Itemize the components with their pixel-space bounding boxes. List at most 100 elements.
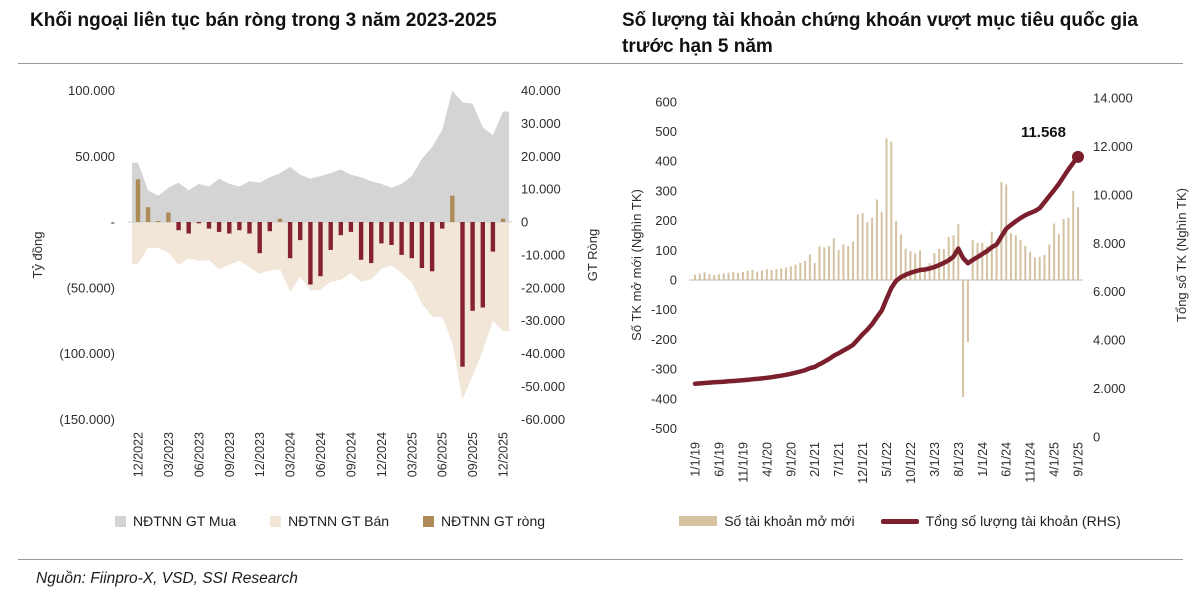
svg-text:12.000: 12.000 [1093,139,1133,154]
legend-item-total-accounts: Tổng số lượng tài khoản (RHS) [880,513,1121,529]
svg-text:4.000: 4.000 [1093,333,1126,348]
svg-text:8/1/23: 8/1/23 [952,442,966,477]
buy-sell-areas [132,90,510,400]
footer-divider [18,559,1183,560]
left-chart-canvas: 100.000 50.000 - (50.000) (100.000) (150.000)… [30,83,600,477]
svg-text:12/2024: 12/2024 [375,432,389,477]
svg-text:-300: -300 [651,362,677,377]
right-chart-canvas: 11.568 600 500 400 300 200 100 0 -100 -200 -300 -40… [629,91,1189,484]
svg-text:10.000: 10.000 [1093,187,1133,202]
left-y-axis-labels: 100.000 50.000 - (50.000) (100.000) (150.000) [59,83,115,427]
svg-text:-400: -400 [651,391,677,406]
svg-text:2.000: 2.000 [1093,381,1126,396]
x-axis-labels: 12/2022 03/2023 06/2023 09/2023 12/2023 03/20… [132,432,511,477]
legend-label-gt-mua: NĐTNN GT Mua [132,513,237,529]
right-y-axis-labels: 40.000 30.000 20.000 10.000 0 -10.000 -20.000 -… [521,83,565,427]
new-accounts-swatch-icon [679,516,718,526]
new-accounts-bars [694,138,1079,397]
buy-area [132,90,510,222]
svg-text:09/2023: 09/2023 [223,432,237,477]
legend-item-gt-ban: NĐTNN GT Bán [270,513,389,529]
svg-text:09/2025: 09/2025 [466,432,480,477]
svg-text:09/2024: 09/2024 [344,432,358,477]
svg-text:300: 300 [655,183,677,198]
svg-text:30.000: 30.000 [521,116,561,131]
right-y-axis-title: Tổng số TK (Nghìn TK) [1174,188,1189,322]
svg-text:0: 0 [670,273,677,288]
svg-text:03/2023: 03/2023 [162,432,176,477]
net-bars [135,179,506,367]
svg-text:20.000: 20.000 [521,149,561,164]
svg-text:06/2023: 06/2023 [192,432,206,477]
svg-text:6.000: 6.000 [1093,284,1126,299]
svg-text:1/1/19: 1/1/19 [689,442,703,477]
svg-text:11/1/19: 11/1/19 [736,442,750,483]
right-y-axis-labels: 14.000 12.000 10.000 8.000 6.000 4.000 2.000 0 [1093,91,1133,445]
svg-text:7/1/21: 7/1/21 [832,442,846,477]
svg-text:10.000: 10.000 [521,182,561,197]
svg-text:600: 600 [655,94,677,109]
svg-text:4/1/20: 4/1/20 [760,442,774,477]
source-note: Nguồn: Fiinpro-X, VSD, SSI Research [36,570,298,587]
svg-text:10/1/22: 10/1/22 [904,442,918,484]
right-y-axis-title: GT Ròng [585,229,600,282]
gt-ban-swatch-icon [270,515,282,527]
svg-text:1/1/24: 1/1/24 [976,442,990,477]
svg-text:03/2025: 03/2025 [405,432,419,477]
legend-label-new-accounts: Số tài khoản mở mới [724,513,855,529]
svg-text:-10.000: -10.000 [521,247,565,262]
legend-item-gt-rong: NĐTNN GT ròng [423,513,545,529]
svg-text:06/2025: 06/2025 [436,432,450,477]
svg-text:8.000: 8.000 [1093,236,1126,251]
legend-label-gt-rong: NĐTNN GT ròng [441,513,546,529]
svg-text:(100.000): (100.000) [59,346,115,361]
svg-text:-200: -200 [651,332,677,347]
svg-text:12/2023: 12/2023 [253,432,267,477]
x-axis-labels: 1/1/19 6/1/19 11/1/19 4/1/20 9/1/20 2/1/21 7/1… [689,442,1086,484]
title-divider [18,63,1183,64]
svg-text:12/1/21: 12/1/21 [856,442,870,484]
svg-text:200: 200 [655,213,677,228]
svg-text:4/1/25: 4/1/25 [1048,442,1062,477]
line-end-annotation: 11.568 [1021,124,1066,141]
svg-text:9/1/25: 9/1/25 [1072,442,1086,477]
svg-text:6/1/24: 6/1/24 [1000,442,1014,477]
svg-text:(150.000): (150.000) [59,412,115,427]
svg-text:14.000: 14.000 [1093,91,1133,106]
legend-label-total-accounts: Tổng số lượng tài khoản (RHS) [925,513,1121,529]
legend-item-new-accounts: Số tài khoản mở mới [679,513,855,529]
svg-text:-60.000: -60.000 [521,412,565,427]
sell-area [132,222,510,400]
svg-text:12/2025: 12/2025 [497,432,511,477]
svg-text:03/2024: 03/2024 [284,432,298,477]
svg-text:-500: -500 [651,421,677,436]
left-y-axis-title: Tỷ đồng [30,232,45,279]
legend-item-gt-mua: NĐTNN GT Mua [114,513,237,529]
svg-text:100: 100 [655,243,677,258]
svg-text:400: 400 [655,154,677,169]
total-accounts-swatch-icon [880,518,919,524]
svg-text:9/1/20: 9/1/20 [784,442,798,477]
gt-rong-swatch-icon [423,515,435,527]
right-chart-legend: Số tài khoản mở mới Tổng số lượng tài kh… [650,513,1150,529]
svg-text:500: 500 [655,124,677,139]
total-accounts-line [692,154,1081,386]
svg-text:2/1/21: 2/1/21 [808,442,822,477]
left-y-axis-labels: 600 500 400 300 200 100 0 -100 -200 -300 -400 -500 [651,94,677,436]
svg-text:-40.000: -40.000 [521,346,565,361]
svg-text:6/1/19: 6/1/19 [712,442,726,477]
svg-text:06/2024: 06/2024 [314,432,328,477]
left-y-axis-title: Số TK mở mới (Nghìn TK) [629,189,644,341]
svg-text:50.000: 50.000 [75,149,115,164]
svg-text:100.000: 100.000 [68,83,115,98]
gt-mua-swatch-icon [114,515,126,527]
svg-text:0: 0 [521,215,528,230]
svg-text:-20.000: -20.000 [521,280,565,295]
line-end-marker [1072,150,1084,163]
right-chart-title: Số lượng tài khoản chứng khoán vượt mục … [622,10,1138,57]
legend-label-gt-ban: NĐTNN GT Bán [288,513,390,529]
left-chart-legend: NĐTNN GT Mua NĐTNN GT Bán NĐTNN GT ròng [95,513,565,529]
svg-text:-30.000: -30.000 [521,313,565,328]
svg-text:(50.000): (50.000) [67,280,115,295]
